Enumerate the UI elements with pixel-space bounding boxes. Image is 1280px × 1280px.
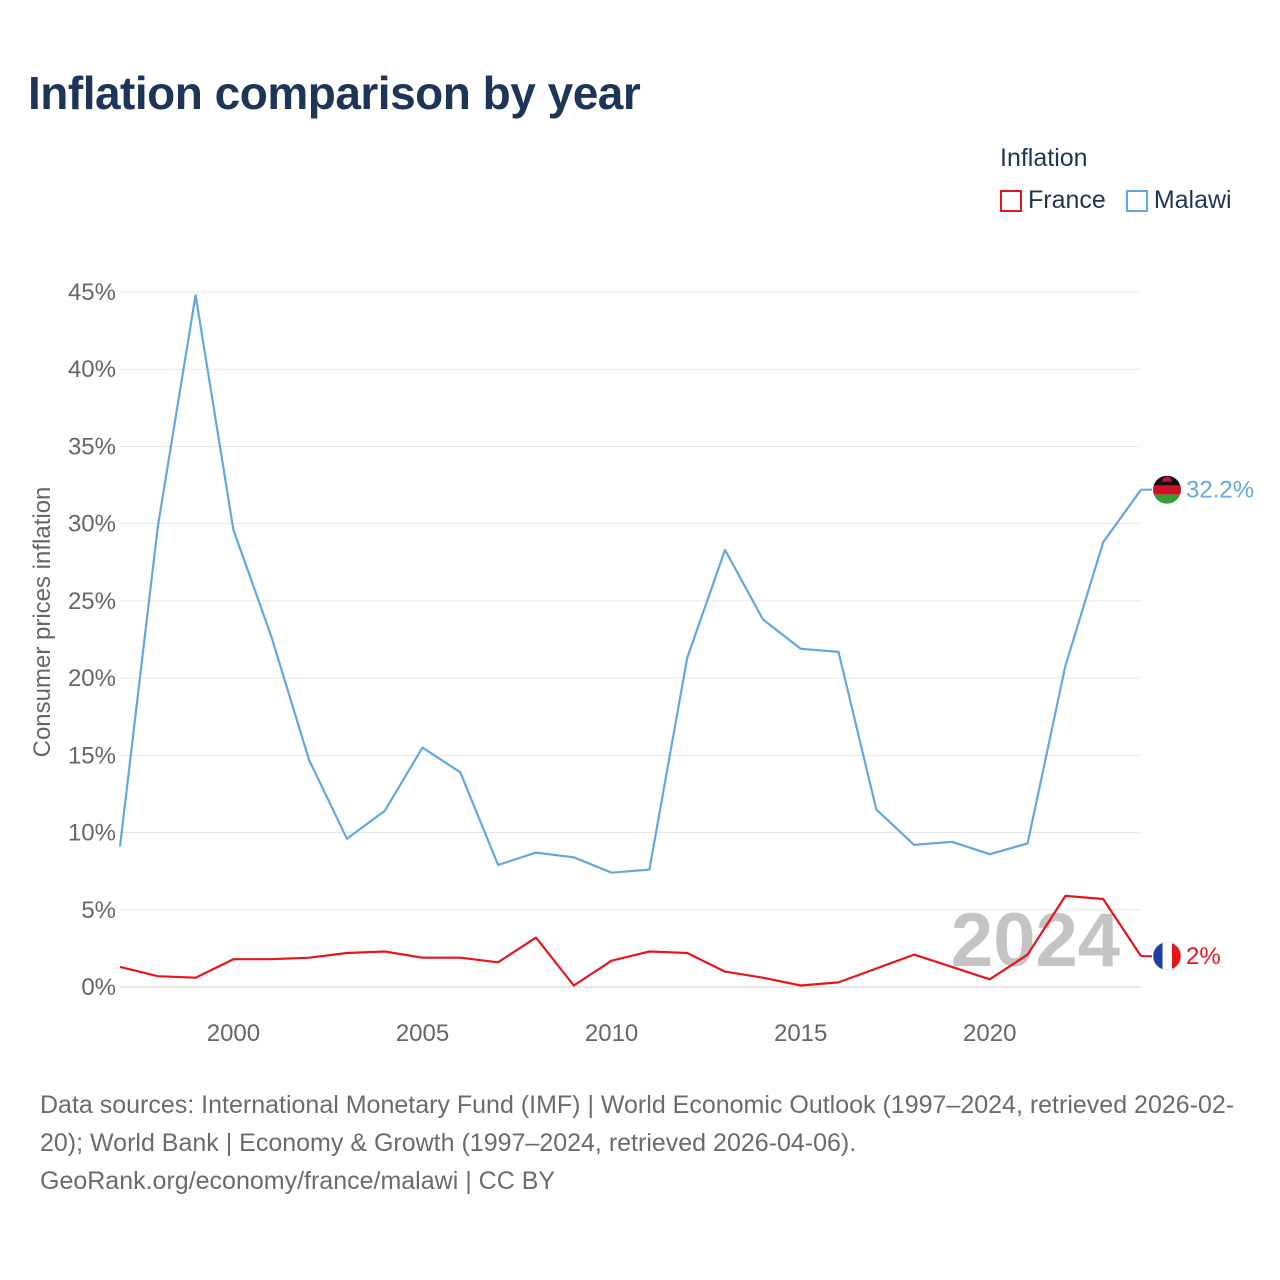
y-tick-label: 45% [68,279,116,306]
france-flag-icon [1152,941,1182,971]
series-line-france[interactable] [119,894,1142,987]
x-axis: 2000 2005 2010 2015 2020 [207,1020,1017,1047]
legend-label-france: France [1028,186,1106,214]
malawi-flag-icon [1153,475,1181,504]
y-tick-label: 20% [68,665,116,692]
y-tick-label: 10% [68,820,116,847]
y-axis-label: Consumer prices inflation [29,487,56,758]
footer: Data sources: International Monetary Fun… [40,1086,1250,1200]
x-tick-label: 2015 [774,1020,827,1047]
y-tick-label: 35% [68,433,116,460]
y-axis: 0% 5% 10% 15% 20% 25% 30% 35% 40% 45% [68,279,116,1001]
credit-link[interactable]: GeoRank.org/economy/france/malawi | CC B… [40,1167,556,1195]
y-tick-label: 5% [81,897,116,924]
malawi-end-label: 32.2% [1186,477,1254,504]
y-tick-label: 40% [68,356,116,383]
legend-swatch-malawi [1125,189,1148,212]
france-end-label: 2% [1186,943,1221,970]
chart-title: Inflation comparison by year [28,67,641,119]
series-end-markers: 32.2% 2% [1152,475,1254,971]
legend-swatch-france [1000,189,1022,212]
series-lines [118,294,1153,987]
legend-title: Inflation [1000,144,1088,172]
legend-label-malawi: Malawi [1153,186,1232,214]
legend: France Malawi [1000,186,1232,215]
x-tick-label: 2005 [396,1020,449,1047]
y-tick-label: 30% [68,511,116,538]
y-tick-label: 15% [68,742,116,769]
x-tick-label: 2000 [207,1020,260,1047]
y-tick-label: 25% [68,588,116,615]
legend-item-france[interactable]: France [1000,186,1106,215]
x-tick-label: 2010 [585,1020,638,1047]
gridlines [120,291,1141,988]
series-line-malawi[interactable] [118,294,1142,874]
legend-item-malawi[interactable]: Malawi [1125,186,1232,215]
x-tick-label: 2020 [963,1020,1016,1047]
data-sources-text: Data sources: International Monetary Fun… [40,1091,1235,1157]
y-tick-label: 0% [81,974,116,1001]
